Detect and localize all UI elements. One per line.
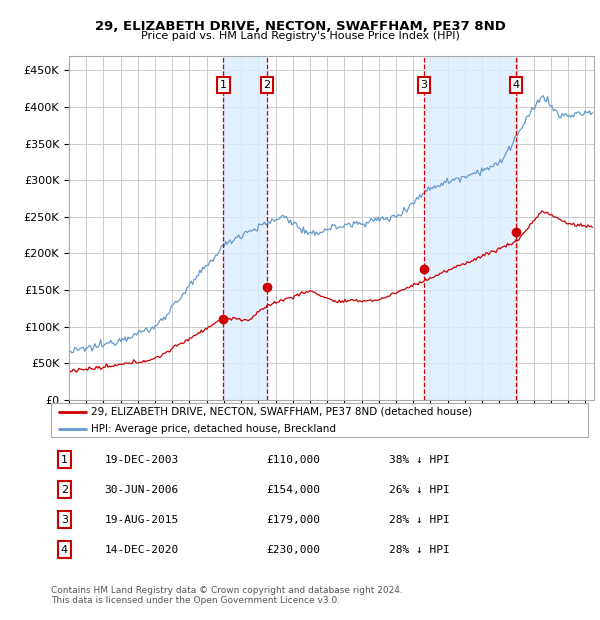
Text: 1: 1 [220, 80, 227, 90]
Text: 19-AUG-2015: 19-AUG-2015 [105, 515, 179, 525]
Bar [223, 56, 267, 400]
Text: HPI: Average price, detached house, Breckland: HPI: Average price, detached house, Brec… [91, 423, 336, 433]
Text: £110,000: £110,000 [266, 454, 320, 465]
Text: This data is licensed under the Open Government Licence v3.0.: This data is licensed under the Open Gov… [51, 596, 340, 606]
Text: 2: 2 [263, 80, 271, 90]
Bar [424, 56, 516, 400]
Text: £154,000: £154,000 [266, 485, 320, 495]
Text: Contains HM Land Registry data © Crown copyright and database right 2024.: Contains HM Land Registry data © Crown c… [51, 586, 403, 595]
Text: 38% ↓ HPI: 38% ↓ HPI [389, 454, 450, 465]
Text: 30-JUN-2006: 30-JUN-2006 [105, 485, 179, 495]
Text: 29, ELIZABETH DRIVE, NECTON, SWAFFHAM, PE37 8ND: 29, ELIZABETH DRIVE, NECTON, SWAFFHAM, P… [95, 20, 505, 33]
Text: 19-DEC-2003: 19-DEC-2003 [105, 454, 179, 465]
Text: 1: 1 [61, 454, 68, 465]
Text: 2: 2 [61, 485, 68, 495]
Text: 29, ELIZABETH DRIVE, NECTON, SWAFFHAM, PE37 8ND (detached house): 29, ELIZABETH DRIVE, NECTON, SWAFFHAM, P… [91, 407, 472, 417]
Text: 28% ↓ HPI: 28% ↓ HPI [389, 515, 450, 525]
Text: Price paid vs. HM Land Registry's House Price Index (HPI): Price paid vs. HM Land Registry's House … [140, 31, 460, 41]
Text: 3: 3 [421, 80, 428, 90]
Text: 4: 4 [61, 544, 68, 554]
Text: 28% ↓ HPI: 28% ↓ HPI [389, 544, 450, 554]
Text: 14-DEC-2020: 14-DEC-2020 [105, 544, 179, 554]
Text: £230,000: £230,000 [266, 544, 320, 554]
Text: £179,000: £179,000 [266, 515, 320, 525]
Text: 3: 3 [61, 515, 68, 525]
Text: 26% ↓ HPI: 26% ↓ HPI [389, 485, 450, 495]
Text: 4: 4 [512, 80, 520, 90]
